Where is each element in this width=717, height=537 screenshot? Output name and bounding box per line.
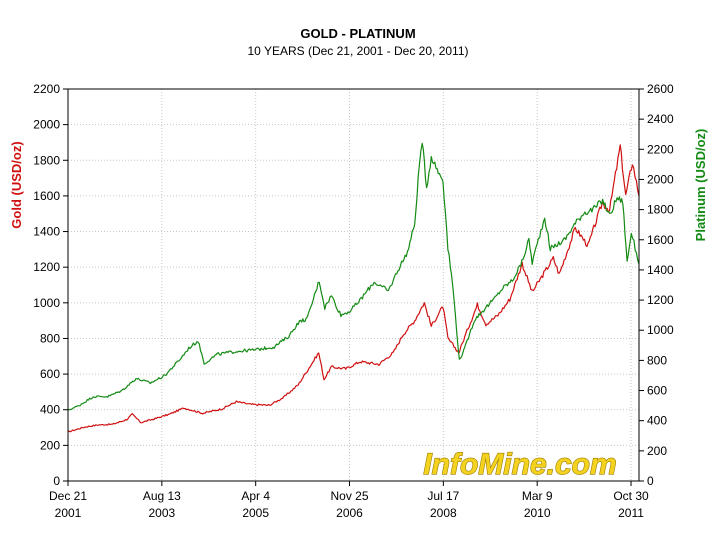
y-right-tick-label: 2600	[647, 82, 674, 96]
y-left-tick-label: 600	[40, 367, 60, 381]
grid	[67, 88, 639, 482]
y-axis-left-label: Gold (USD/oz)	[9, 141, 24, 228]
y-axis-right-label: Platinum (USD/oz)	[693, 129, 708, 242]
y-right-tick-label: 1800	[647, 203, 674, 217]
y-right-tick-label: 1600	[647, 233, 674, 247]
x-tick-year-label: 2008	[430, 506, 457, 520]
chart-subtitle: 10 YEARS (Dec 21, 2001 - Dec 20, 2011)	[247, 44, 468, 58]
infomine-watermark: InfoMine.com	[423, 448, 616, 481]
y-left-tick-label: 2000	[33, 118, 60, 132]
y-right-tick-label: 2200	[647, 142, 674, 156]
x-tick-label: Dec 21	[49, 489, 87, 503]
y-right-tick-label: 2000	[647, 172, 674, 186]
x-tick-label: Mar 9	[522, 489, 553, 503]
plot-frame	[67, 88, 640, 482]
y-right-tick-label: 1000	[647, 323, 674, 337]
y-left-tick-label: 1400	[33, 225, 60, 239]
y-left-tick-label: 200	[40, 438, 60, 452]
x-tick-year-label: 2003	[148, 506, 175, 520]
platinum-series-line	[67, 142, 640, 411]
y-left-tick-label: 0	[53, 474, 60, 488]
x-tick-label: Apr 4	[241, 489, 270, 503]
y-left-tick-label: 1600	[33, 189, 60, 203]
y-right-tick-label: 0	[647, 474, 654, 488]
y-right-tick-label: 2400	[647, 112, 674, 126]
x-tick-label: Nov 25	[330, 489, 368, 503]
y-left-tick-label: 2200	[33, 82, 60, 96]
chart-title: GOLD - PLATINUM	[300, 26, 415, 41]
y-left-tick-label: 1200	[33, 260, 60, 274]
x-tick-label: Aug 13	[143, 489, 181, 503]
y-right-tick-label: 800	[647, 353, 667, 367]
y-left-tick-label: 1000	[33, 296, 60, 310]
x-tick-label: Jul 17	[427, 489, 459, 503]
x-tick-year-label: 2005	[242, 506, 269, 520]
x-tick-year-label: 2011	[618, 506, 644, 520]
gold-series-line	[67, 144, 640, 433]
x-tick-label: Oct 30	[613, 489, 649, 503]
y-right-tick-label: 400	[647, 414, 667, 428]
series-lines	[67, 142, 640, 433]
axes	[63, 88, 644, 486]
y-left-tick-label: 400	[40, 403, 60, 417]
y-right-tick-label: 1200	[647, 293, 674, 307]
y-left-tick-label: 1800	[33, 153, 60, 167]
x-tick-year-label: 2006	[336, 506, 363, 520]
y-right-tick-label: 1400	[647, 263, 674, 277]
x-tick-year-label: 2010	[524, 506, 551, 520]
x-tick-year-label: 2001	[55, 506, 82, 520]
y-right-tick-label: 200	[647, 444, 667, 458]
tick-labels: 0200400600800100012001400160018002000220…	[33, 82, 674, 520]
y-right-tick-label: 600	[647, 384, 667, 398]
y-left-tick-label: 800	[40, 331, 60, 345]
